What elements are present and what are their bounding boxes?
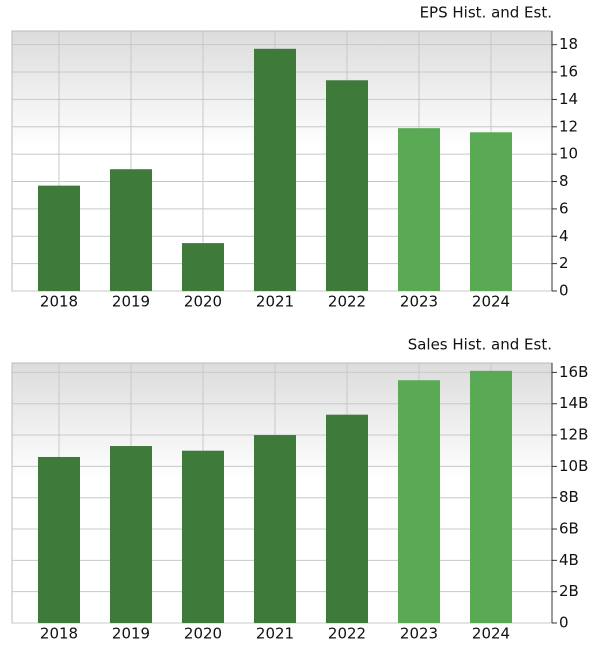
bar [38, 456, 80, 623]
y-tick-label: 6 [559, 199, 569, 217]
x-tick-label: 2018 [40, 293, 78, 311]
x-tick-label: 2019 [112, 293, 150, 311]
chart-title: EPS Hist. and Est. [420, 4, 552, 22]
bar [470, 370, 512, 623]
y-tick-label: 14 [559, 90, 578, 108]
y-tick-label: 0 [559, 614, 569, 632]
y-tick-label: 4 [559, 227, 569, 245]
bar [470, 132, 512, 291]
bar [326, 414, 368, 623]
y-tick-label: 8 [559, 172, 569, 190]
bar [38, 185, 80, 291]
x-tick-label: 2022 [328, 293, 366, 311]
y-tick-label: 16 [559, 63, 578, 81]
y-tick-label: 18 [559, 35, 578, 53]
bar [182, 243, 224, 291]
y-tick-label: 0 [559, 282, 569, 300]
x-tick-label: 2023 [400, 625, 438, 643]
bar [110, 446, 152, 623]
y-tick-label: 12 [559, 117, 578, 135]
y-tick-label: 8B [559, 488, 579, 506]
y-tick-label: 10 [559, 145, 578, 163]
y-tick-label: 12B [559, 426, 588, 444]
y-tick-label: 10B [559, 457, 588, 475]
bar [254, 435, 296, 623]
bar [182, 450, 224, 623]
y-tick-label: 4B [559, 551, 579, 569]
bar [254, 48, 296, 291]
x-tick-label: 2024 [472, 625, 510, 643]
bar [110, 169, 152, 291]
x-tick-label: 2019 [112, 625, 150, 643]
y-tick-label: 16B [559, 363, 588, 381]
x-tick-label: 2020 [184, 293, 222, 311]
x-tick-label: 2020 [184, 625, 222, 643]
y-tick-label: 14B [559, 394, 588, 412]
x-tick-label: 2022 [328, 625, 366, 643]
y-tick-label: 2 [559, 254, 569, 272]
y-tick-label: 6B [559, 520, 579, 538]
x-tick-label: 2023 [400, 293, 438, 311]
x-tick-label: 2024 [472, 293, 510, 311]
bar [398, 128, 440, 291]
chart-title: Sales Hist. and Est. [408, 336, 552, 354]
y-tick-label: 2B [559, 582, 579, 600]
bar [326, 80, 368, 292]
x-tick-label: 2018 [40, 625, 78, 643]
x-tick-label: 2021 [256, 625, 294, 643]
x-tick-label: 2021 [256, 293, 294, 311]
bar [398, 380, 440, 623]
